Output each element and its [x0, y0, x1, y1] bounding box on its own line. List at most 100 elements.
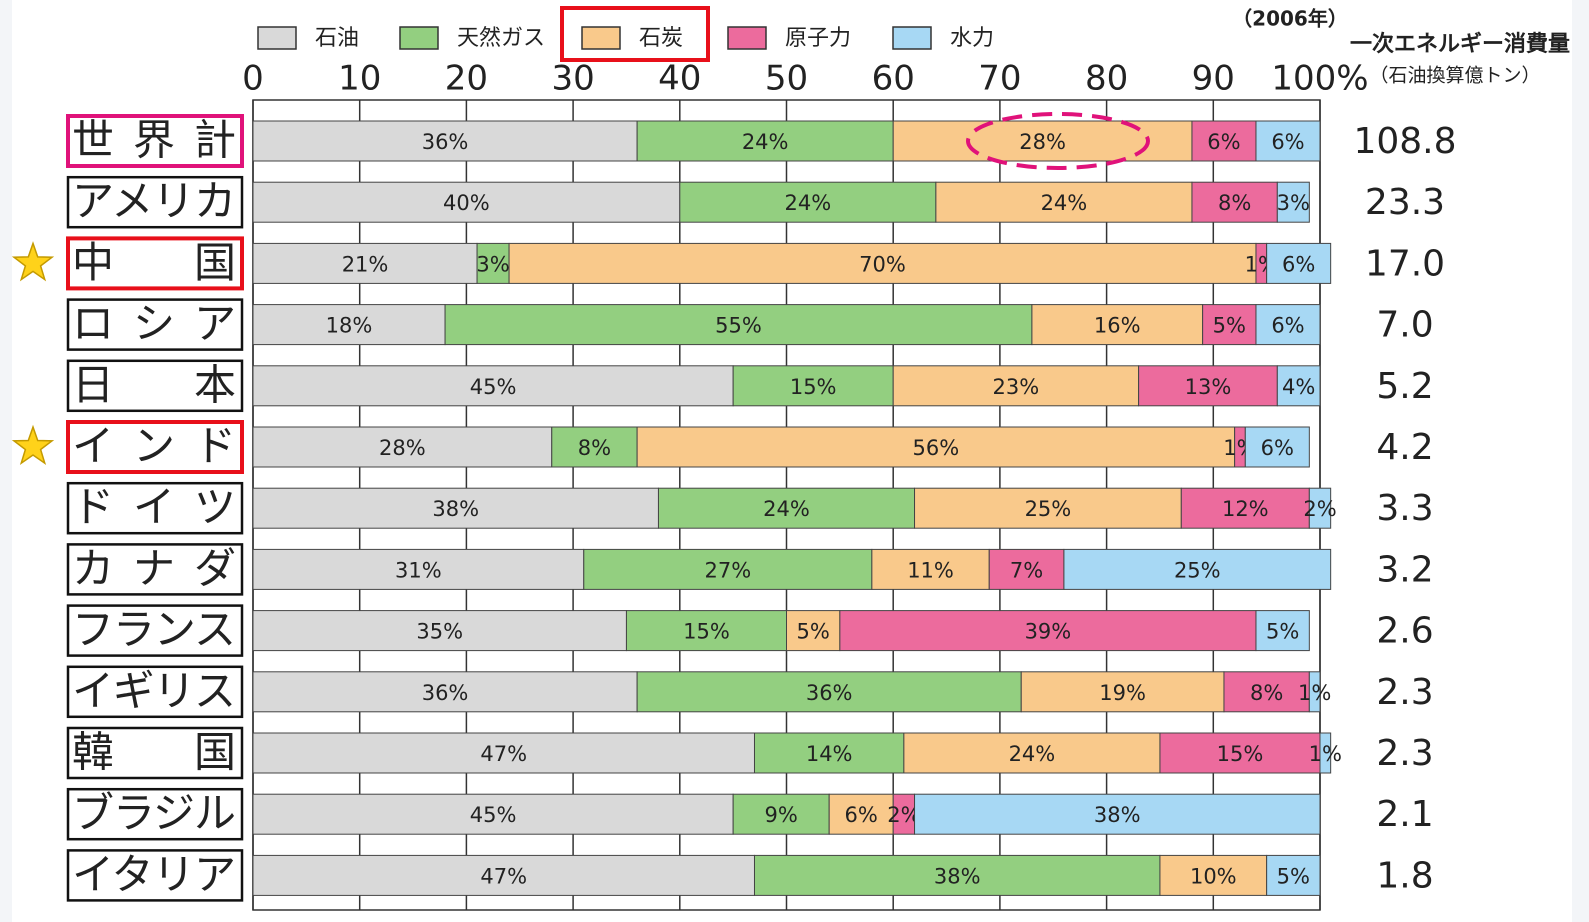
bar-segment — [583, 548, 873, 590]
total-label: 1.8 — [1376, 855, 1433, 896]
bar-segment — [508, 242, 1257, 284]
value-label: 55% — [715, 314, 762, 338]
value-label: 8% — [1250, 681, 1283, 705]
bar-segment — [679, 181, 937, 223]
value-label: 24% — [1041, 191, 1088, 215]
bar-segment — [1266, 242, 1332, 284]
bar-segment — [892, 120, 1193, 162]
bar-segment — [988, 548, 1065, 590]
bar-segment — [476, 242, 510, 284]
bar-segment — [252, 304, 446, 346]
bar-segment — [252, 120, 638, 162]
value-label: 36% — [422, 681, 469, 705]
value-label: 1% — [1309, 742, 1342, 766]
value-label: 36% — [806, 681, 853, 705]
bar-segment — [1191, 120, 1257, 162]
bar-segment — [252, 732, 755, 774]
total-label: 2.3 — [1376, 733, 1433, 774]
value-label: 11% — [907, 558, 954, 582]
bar-segment — [252, 181, 681, 223]
value-label: 6% — [1271, 130, 1304, 154]
bar-segment — [753, 854, 1161, 896]
bar-segment — [1180, 487, 1310, 529]
total-label: 2.1 — [1376, 794, 1433, 835]
bar-segment — [1031, 304, 1204, 346]
bar-segment — [1319, 732, 1332, 774]
bar-segment — [828, 793, 894, 835]
category-label: イタリア — [72, 850, 236, 899]
star-icon — [11, 241, 55, 282]
value-label: 12% — [1222, 497, 1269, 521]
value-label: 3% — [1277, 191, 1310, 215]
bar-segment — [1308, 671, 1321, 713]
bar-segment — [732, 793, 830, 835]
bar-segment — [1308, 487, 1332, 529]
x-tick-label: 40 — [658, 59, 701, 99]
value-label: 56% — [913, 436, 960, 460]
totals-title: 一次エネルギー消費量 — [1350, 31, 1570, 57]
bar-segment — [636, 671, 1022, 713]
category-box — [66, 481, 244, 535]
value-label: 16% — [1094, 314, 1141, 338]
bar-segment — [935, 181, 1193, 223]
value-label: 2% — [1303, 497, 1336, 521]
bar-segment — [1255, 610, 1310, 652]
bar-segment — [903, 732, 1161, 774]
category-label: ロシア — [72, 299, 236, 348]
value-label: 24% — [784, 191, 831, 215]
bar-segment — [657, 487, 916, 529]
legend-swatch — [257, 26, 297, 50]
value-label: 5% — [797, 620, 830, 644]
bar-segment — [1244, 426, 1310, 468]
bar-segment — [444, 304, 1033, 346]
value-label: 10% — [1190, 864, 1237, 888]
legend-label: 原子力 — [785, 26, 851, 51]
value-label: 24% — [742, 130, 789, 154]
category-box — [66, 420, 244, 474]
value-label: 4% — [1282, 375, 1315, 399]
bar-segment — [914, 793, 1321, 835]
category-box — [66, 359, 244, 413]
bar-segment — [1020, 671, 1225, 713]
x-tick-label: 30 — [551, 59, 594, 99]
category-box — [66, 543, 244, 596]
bar-segment — [1202, 304, 1257, 346]
value-label: 13% — [1185, 375, 1232, 399]
value-label: 70% — [859, 252, 906, 276]
total-label: 7.0 — [1376, 305, 1433, 346]
legend-label: 天然ガス — [457, 26, 545, 51]
total-label: 2.3 — [1376, 672, 1433, 713]
value-label: 14% — [806, 742, 853, 766]
value-label: 19% — [1099, 681, 1146, 705]
value-label: 15% — [1217, 742, 1264, 766]
category-box — [66, 726, 244, 780]
value-label: 3% — [476, 252, 509, 276]
bar-segment — [914, 487, 1182, 529]
category-label: ドイツ — [72, 483, 236, 532]
value-label: 40% — [443, 191, 490, 215]
value-label: 8% — [578, 436, 611, 460]
bar-segment — [551, 426, 638, 468]
value-label: 9% — [765, 803, 798, 827]
value-label: 5% — [1213, 314, 1246, 338]
bar-segment — [252, 426, 553, 468]
value-label: 6% — [1261, 436, 1294, 460]
category-box — [66, 787, 244, 841]
x-tick-label: 70 — [978, 59, 1021, 99]
legend-swatch — [727, 26, 767, 50]
value-label: 31% — [395, 558, 442, 582]
value-label: 15% — [683, 620, 730, 644]
legend-label: 石炭 — [639, 26, 683, 51]
value-label: 35% — [416, 620, 463, 644]
category-box — [66, 849, 244, 902]
bar-segment — [753, 732, 905, 774]
total-label: 2.6 — [1376, 611, 1433, 652]
category-box — [66, 298, 244, 351]
value-label: 24% — [763, 497, 810, 521]
bar-segment — [1276, 181, 1310, 223]
value-label: 28% — [379, 436, 426, 460]
value-label: 15% — [790, 375, 837, 399]
value-label: 6% — [1271, 314, 1304, 338]
category-label: フランス — [72, 605, 236, 654]
x-tick-label: 50 — [765, 59, 808, 99]
